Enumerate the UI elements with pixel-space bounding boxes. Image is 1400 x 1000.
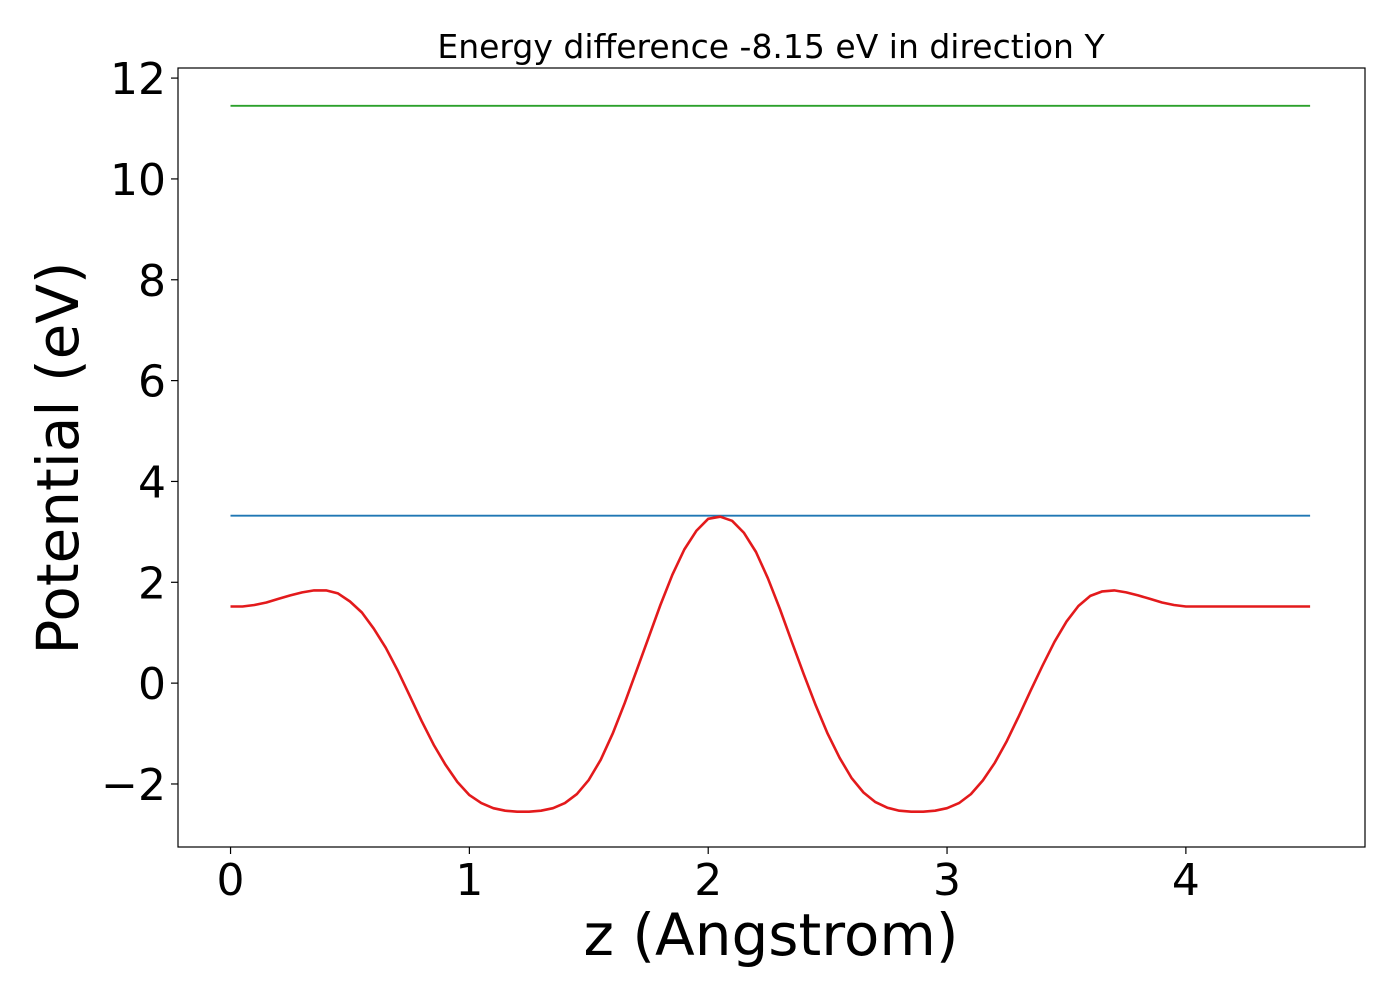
y-tick-label: 4 (138, 457, 166, 508)
y-axis-label: Potential (eV) (24, 261, 92, 654)
series-layer (230, 104, 1311, 814)
y-axis: −2 0 2 4 6 8 10 12 (101, 54, 178, 811)
y-tick-label: 6 (138, 357, 166, 408)
y-tick-label: 12 (110, 54, 166, 105)
chart-title: Energy difference -8.15 eV in direction … (437, 27, 1105, 66)
x-tick-label: 3 (933, 855, 961, 906)
y-tick-label: 2 (138, 558, 166, 609)
x-tick-label: 4 (1172, 855, 1200, 906)
x-tick-label: 1 (455, 855, 483, 906)
x-axis: 0 1 2 3 4 (217, 847, 1200, 906)
x-axis-label: z (Angstrom) (584, 901, 959, 969)
x-tick-label: 2 (694, 855, 722, 906)
series-line-3 (230, 515, 1311, 814)
y-tick-label: 0 (138, 659, 166, 710)
y-tick-label: −2 (101, 760, 166, 811)
y-tick-label: 10 (110, 155, 166, 206)
x-tick-label: 0 (217, 855, 245, 906)
y-tick-label: 8 (138, 256, 166, 307)
plot-frame (177, 67, 1366, 848)
